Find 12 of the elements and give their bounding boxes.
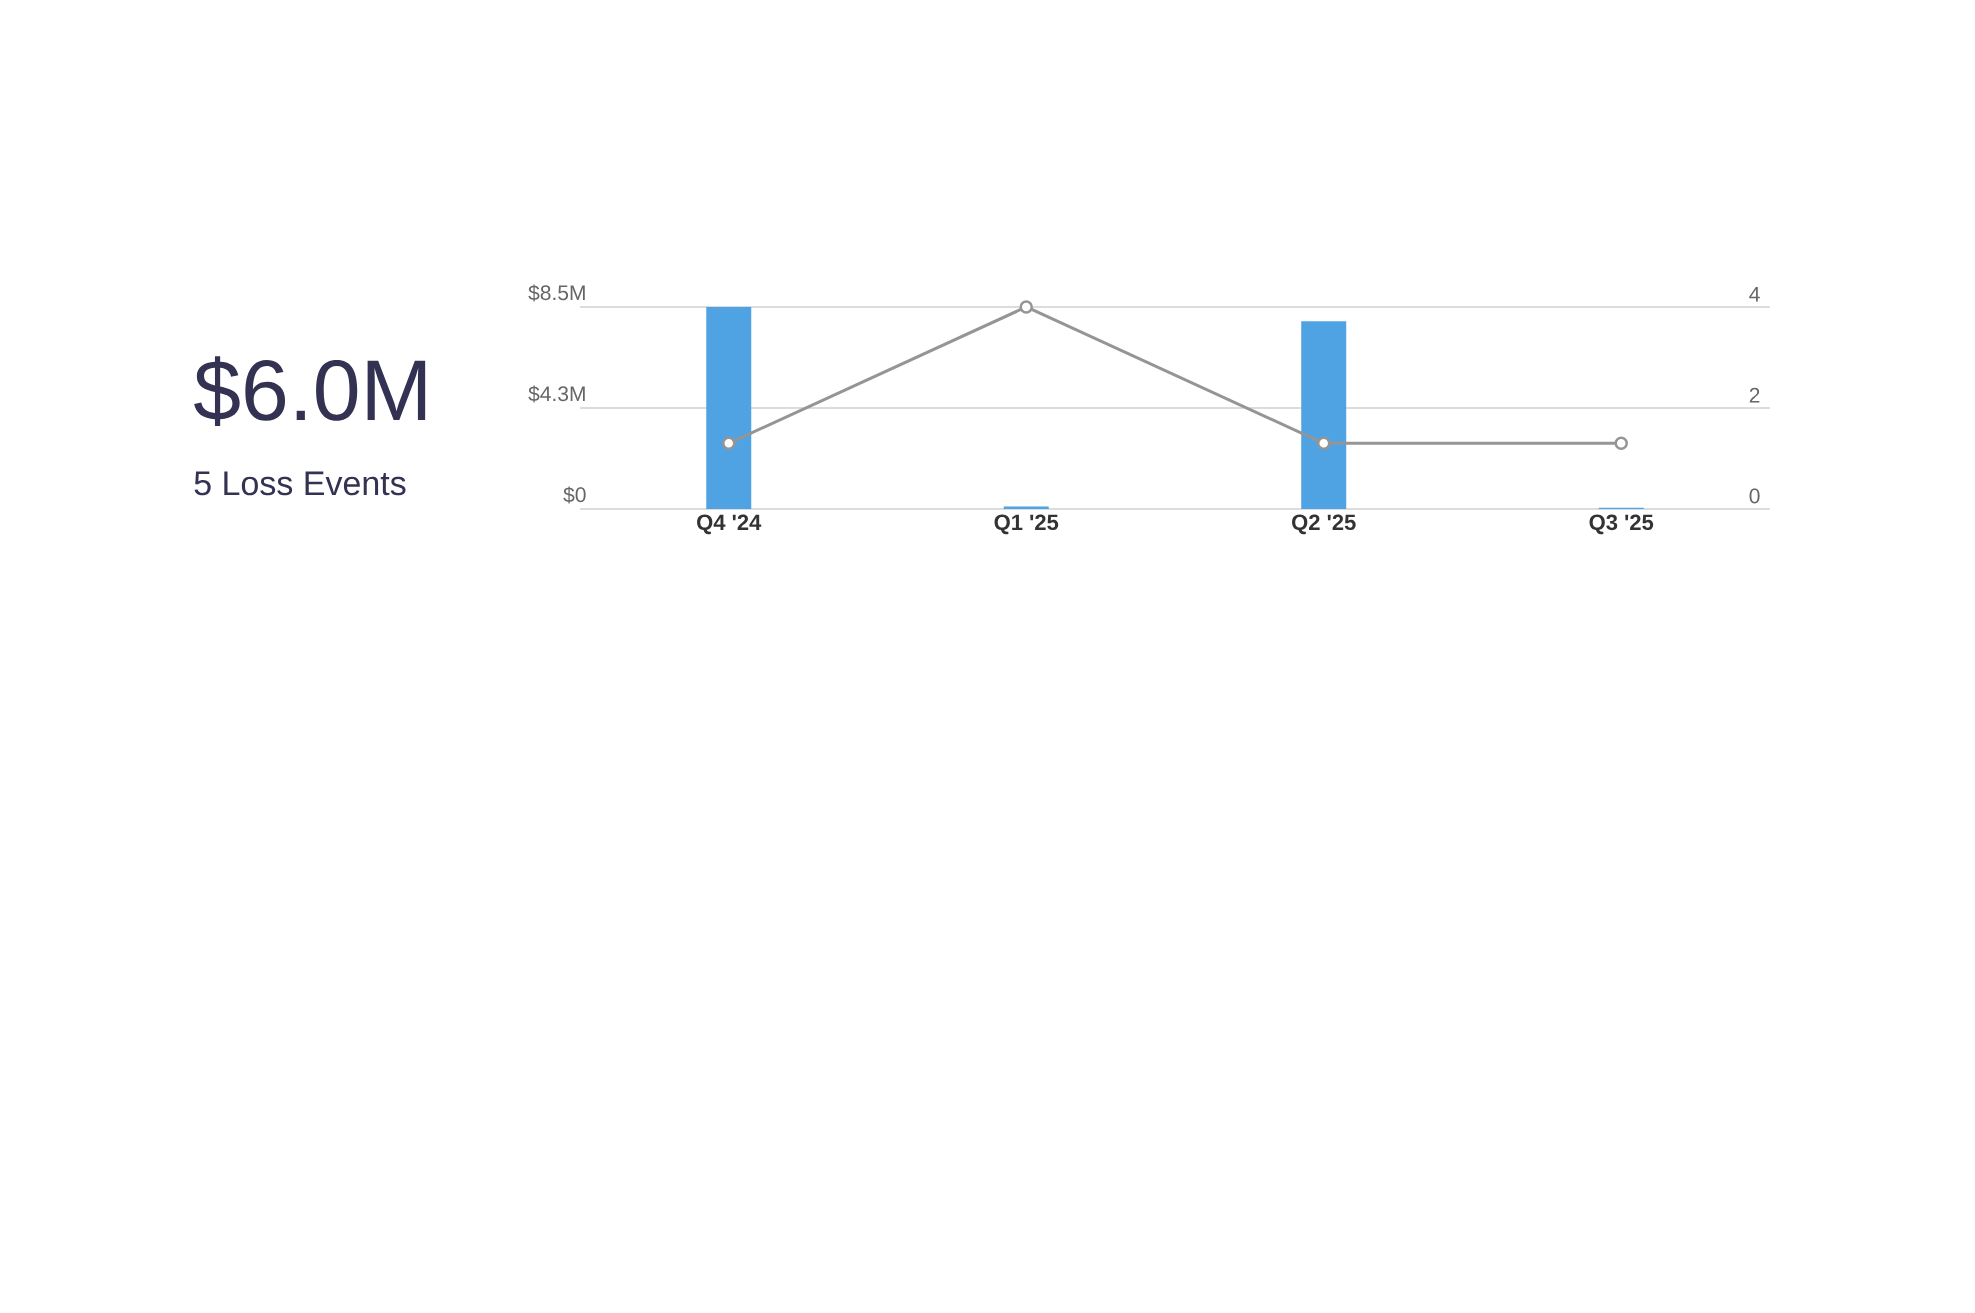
y-tick-label: $8.5M (528, 284, 585, 302)
text: 5 Loss Events (194, 471, 406, 496)
x-tick-label: Q1 '25 (994, 514, 1059, 535)
y2-tick-label: 0 (1749, 488, 1760, 504)
y-tick-label: $0 (563, 486, 586, 504)
y2-tick-label: 4 (1749, 287, 1760, 302)
x-tick-label: Q2 '25 (1292, 514, 1356, 535)
y-tick-label: $4.3M (528, 385, 585, 403)
x-tick-label: Q3 '25 (1589, 514, 1654, 535)
y2-tick-label: 2 (1749, 387, 1760, 403)
x-tick-label: Q4 '24 (697, 514, 762, 535)
text: $6.0M (194, 356, 426, 426)
